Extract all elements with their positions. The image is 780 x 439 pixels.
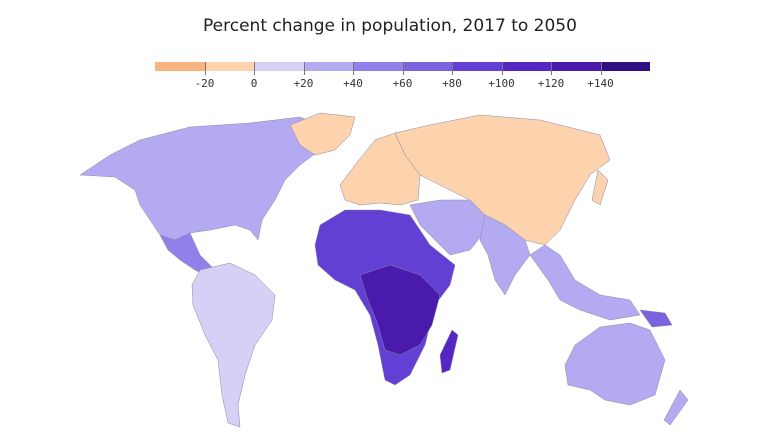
- legend-tick: [402, 62, 404, 75]
- legend-swatch: [254, 62, 304, 71]
- region-new-zealand: [663, 389, 689, 426]
- region-north-america: [79, 116, 331, 241]
- map-title: Percent change in population, 2017 to 20…: [203, 16, 577, 36]
- region-greenland: [289, 112, 356, 156]
- legend-tick-label: +60: [392, 77, 413, 90]
- legend-swatch: [353, 62, 403, 71]
- legend-tick-label: +140: [587, 77, 614, 90]
- legend-tick: [452, 62, 453, 75]
- legend-swatch: [501, 62, 551, 71]
- legend-tick: [254, 62, 255, 75]
- legend-swatch: [155, 62, 205, 71]
- legend-swatch: [600, 62, 650, 71]
- region-south-asia: [479, 214, 531, 296]
- legend-swatch: [204, 62, 254, 71]
- legend-tick: [501, 62, 503, 75]
- legend-tick-label: +40: [343, 77, 363, 90]
- region-south-america: [191, 262, 276, 428]
- legend-swatch: [402, 62, 452, 71]
- legend-tick-label: +80: [442, 77, 462, 90]
- region-southeast-asia: [529, 244, 641, 321]
- region-europe: [339, 132, 421, 206]
- region-central-africa: [359, 264, 441, 356]
- legend-tick-label: +20: [293, 77, 314, 90]
- legend-swatch: [452, 62, 502, 71]
- legend-tick-label: +120: [537, 77, 565, 90]
- legend-swatch: [303, 62, 353, 71]
- region-russia-china: [394, 114, 611, 246]
- legend-swatch: [551, 62, 601, 71]
- world-map: [79, 112, 689, 428]
- legend-tick-label: -20: [194, 77, 215, 90]
- legend-tick: [551, 62, 552, 75]
- region-madagascar: [439, 329, 459, 374]
- region-papua-new-guinea: [639, 309, 673, 328]
- region-middle-east: [409, 199, 486, 256]
- region-australia: [564, 322, 666, 406]
- region-japan: [591, 169, 609, 206]
- legend-tick: [600, 62, 602, 75]
- color-legend: -20 0 +20 +40 +60 +80 +100 +120 +140: [155, 62, 650, 102]
- legend-tick: [303, 62, 305, 75]
- legend-tick: [353, 62, 354, 75]
- legend-tick-label: 0: [250, 77, 258, 90]
- legend-tick-label: +100: [488, 77, 515, 90]
- legend-tick: [204, 62, 206, 75]
